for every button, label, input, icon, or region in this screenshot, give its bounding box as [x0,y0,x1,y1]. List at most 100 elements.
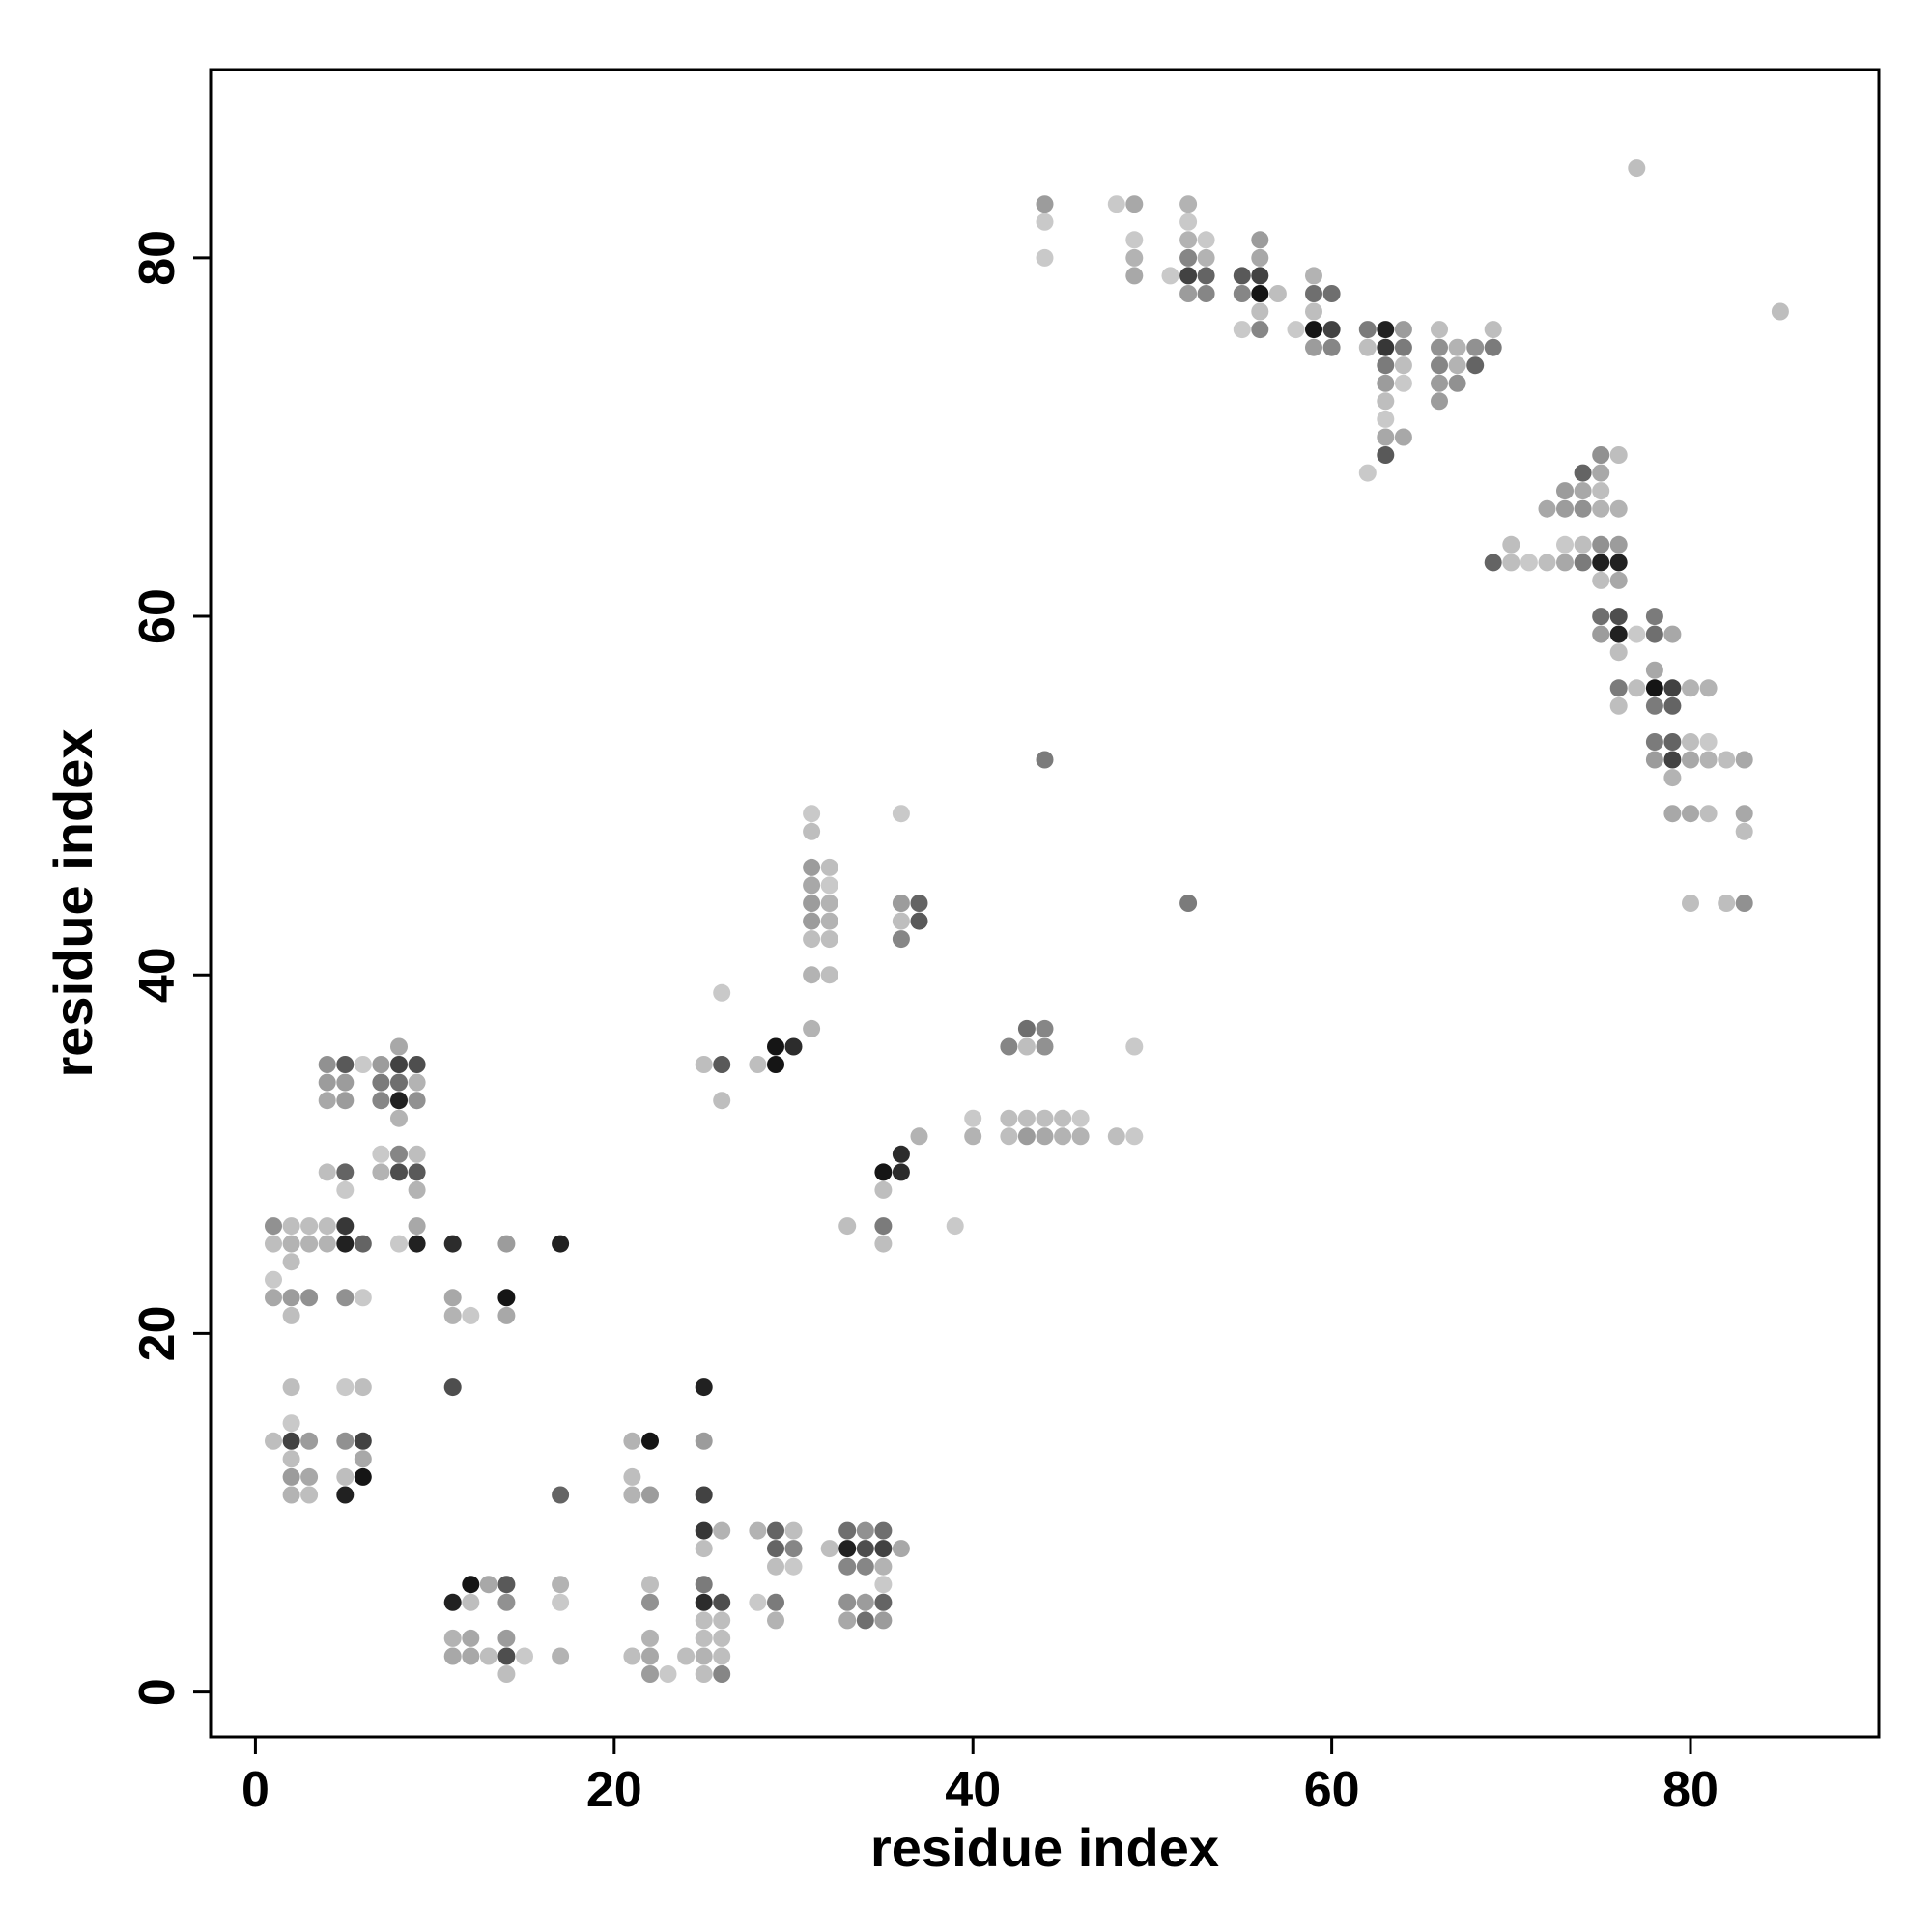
contact-point [336,1235,355,1253]
contact-point [1609,535,1628,554]
contact-point [856,1611,874,1630]
contact-point [784,1557,803,1576]
contact-point [1592,625,1610,643]
contact-point [1233,321,1251,339]
contact-point [820,912,838,930]
contact-point [874,1180,893,1199]
contact-point [1574,554,1592,572]
contact-point [443,1378,462,1397]
contact-point [713,1521,731,1540]
contact-point [1592,608,1610,626]
contact-point [282,1450,300,1468]
contact-point [820,858,838,876]
contact-point [1682,733,1699,751]
contact-point [1609,446,1628,464]
contact-point [354,1378,372,1397]
contact-point [497,1306,516,1324]
contact-point [354,1289,372,1307]
contact-point [641,1576,659,1594]
contact-point [803,822,821,840]
contact-point [1682,751,1699,769]
contact-point [695,1576,713,1594]
contact-point [1663,769,1682,787]
contact-point [1125,248,1144,267]
contact-point [1125,231,1144,249]
contact-point [856,1540,874,1558]
contact-point [282,1467,300,1486]
contact-point [1322,338,1341,356]
contact-point [695,1432,713,1450]
contact-point [695,1540,713,1558]
contact-point [408,1145,426,1163]
contact-point [1735,751,1753,769]
contact-point [964,1109,982,1127]
contact-point [1125,1127,1144,1146]
contact-point [552,1235,570,1253]
contact-point [1358,338,1377,356]
x-tick-label: 40 [945,1762,1001,1818]
contact-point [1017,1109,1036,1127]
contact-point [1305,338,1322,356]
contact-point [856,1557,874,1576]
contact-point [695,1486,713,1504]
contact-point [1682,805,1699,823]
contact-point [1609,571,1628,589]
contact-point [497,1235,516,1253]
contact-point [443,1593,462,1611]
contact-point [1645,696,1663,715]
contact-point [784,1521,803,1540]
contact-point [1592,482,1610,500]
contact-point [695,1056,713,1073]
contact-point [946,1217,964,1236]
contact-point [1592,499,1610,518]
contact-point [1125,195,1144,213]
contact-point [820,1540,838,1558]
contact-point [390,1073,408,1092]
contact-point [874,1163,893,1181]
contact-point [354,1235,372,1253]
contact-point [838,1557,857,1576]
contact-point [1502,554,1520,572]
contact-point [1179,248,1198,267]
contact-point [300,1467,319,1486]
contact-point [910,912,928,930]
contact-point [1574,482,1592,500]
contact-point [713,1629,731,1647]
contact-point [552,1647,570,1665]
contact-point [1645,625,1663,643]
contact-point [803,858,821,876]
contact-point [1000,1037,1018,1056]
contact-point [1556,499,1574,518]
contact-point [1377,392,1395,411]
contact-point [336,1163,355,1181]
contact-point [1466,338,1485,356]
contact-point [767,1557,784,1576]
contact-point [1071,1127,1090,1146]
contact-point [443,1289,462,1307]
contact-point [1466,356,1485,375]
contact-point [1000,1127,1018,1146]
contact-point [1251,302,1269,321]
data-points [265,159,1789,1683]
contact-point [354,1432,372,1450]
y-tick-label: 20 [129,1305,185,1361]
contact-point [552,1593,570,1611]
contact-point [1448,374,1466,392]
contact-point [838,1521,857,1540]
contact-point [354,1450,372,1468]
contact-point [695,1629,713,1647]
contact-point [336,1073,355,1092]
contact-point [372,1145,390,1163]
contact-point [1663,696,1682,715]
contact-point [838,1540,857,1558]
contact-point [462,1306,480,1324]
contact-point [1036,248,1054,267]
contact-point [1628,625,1646,643]
contact-point [443,1235,462,1253]
contact-point [372,1073,390,1092]
contact-point [552,1576,570,1594]
contact-point [641,1647,659,1665]
y-tick-label: 40 [129,947,185,1003]
contact-point [803,930,821,949]
